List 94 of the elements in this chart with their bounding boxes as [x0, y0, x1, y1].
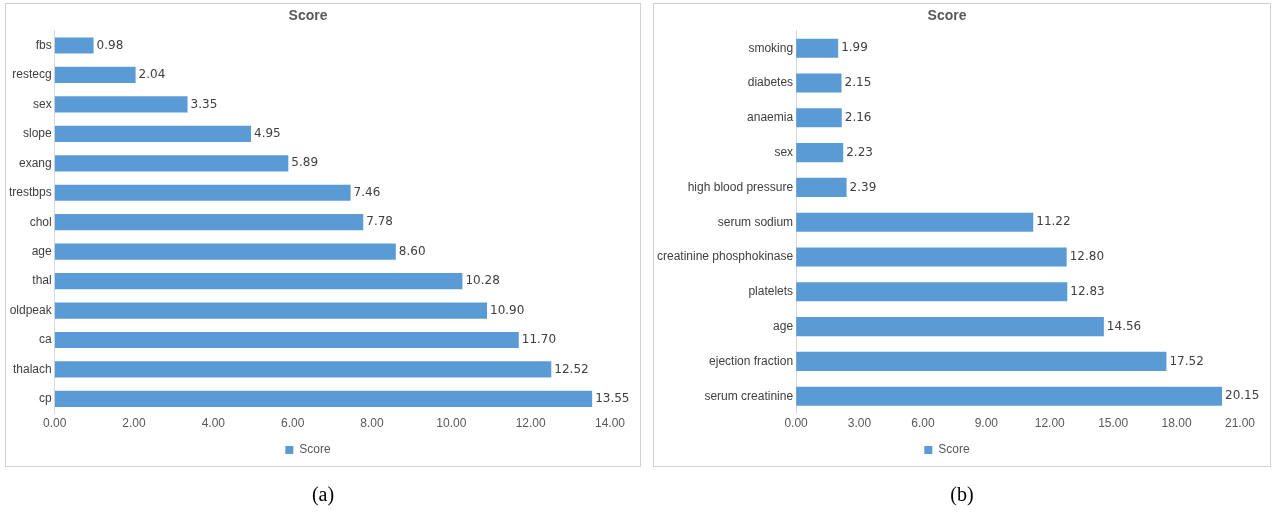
data-label: 2.23: [846, 144, 873, 159]
data-label: 10.28: [465, 273, 500, 288]
y-tick-label: restecg: [12, 67, 52, 82]
x-tick-label: 0.00: [784, 416, 809, 431]
bar: [54, 390, 593, 407]
data-label: 2.16: [844, 109, 872, 124]
text: (b): [950, 483, 974, 506]
x-tick-label: 10.00: [436, 416, 467, 431]
x-tick-label: 3.00: [847, 416, 872, 431]
bar: [54, 66, 136, 84]
y-tick-label: serum creatinine: [704, 388, 794, 403]
data-label: 13.55: [595, 391, 630, 405]
y-tick-label: thal: [32, 273, 52, 288]
bar: [54, 214, 364, 231]
data-label: 1.99: [841, 40, 868, 55]
bar: [54, 37, 94, 54]
y-tick-label: serum sodium: [717, 214, 794, 229]
x-tick-label: 8.00: [360, 416, 385, 431]
y-tick-label: fbs: [35, 37, 52, 52]
chart-title: Score: [927, 7, 967, 24]
x-tick-label: 6.00: [281, 416, 305, 431]
y-tick-label: cp: [39, 391, 52, 406]
y-tick-label: trestbps: [9, 185, 52, 200]
y-tick-label: ejection fraction: [709, 353, 794, 368]
y-tick-label: ca: [39, 332, 52, 347]
bar: [796, 386, 1223, 406]
y-tick-label: exang: [18, 155, 52, 170]
data-label: 3.35: [190, 96, 218, 111]
data-label: 0.98: [96, 37, 124, 52]
y-tick-label: platelets: [748, 284, 794, 299]
y-tick-label: age: [31, 243, 52, 258]
data-label: 2.39: [849, 179, 877, 194]
y-tick-label: oldpeak: [9, 302, 53, 317]
y-tick-label: sex: [774, 144, 794, 159]
y-tick-label: diabetes: [747, 75, 794, 90]
legend-label: Score: [299, 442, 331, 457]
bar: [54, 155, 289, 172]
x-tick-label: 9.00: [974, 416, 999, 431]
text: (a): [311, 483, 335, 506]
y-tick-label: sex: [33, 96, 52, 111]
bar: [796, 73, 842, 93]
data-label: 7.78: [366, 214, 393, 229]
legend-label: Score: [938, 442, 970, 457]
data-label: 11.70: [521, 332, 557, 347]
data-label: 12.83: [1070, 283, 1105, 298]
bar: [796, 317, 1104, 337]
data-label: 20.15: [1225, 388, 1260, 403]
x-tick-label: 0.00: [43, 416, 67, 431]
bar: [796, 282, 1068, 302]
bar: [54, 331, 519, 349]
x-tick-label: 2.00: [122, 416, 147, 431]
data-label: 10.90: [490, 302, 525, 317]
bar: [796, 212, 1034, 232]
bar: [54, 125, 252, 142]
y-tick-label: smoking: [748, 40, 794, 55]
y-tick-label: creatinine phosphokinase: [656, 249, 794, 264]
y-tick-label: high blood pressure: [687, 179, 794, 194]
bar: [796, 177, 847, 197]
data-label: 12.80: [1069, 249, 1105, 264]
bar: [796, 38, 839, 58]
bar: [54, 273, 463, 290]
data-label: 17.52: [1169, 353, 1204, 368]
bar: [796, 143, 844, 163]
x-tick-label: 4.00: [201, 416, 226, 431]
x-tick-label: 12.00: [515, 416, 547, 431]
x-tick-label: 18.00: [1161, 416, 1192, 431]
data-label: 14.56: [1106, 318, 1142, 333]
data-label: 12.52: [554, 361, 589, 376]
y-tick-label: anaemia: [747, 110, 794, 125]
y-tick-label: age: [773, 318, 794, 333]
data-label: 2.04: [138, 67, 166, 82]
bar: [796, 351, 1167, 371]
chart-title: Score: [288, 7, 328, 24]
y-tick-label: slope: [23, 126, 53, 141]
y-tick-label: chol: [29, 214, 52, 229]
bar: [54, 184, 351, 201]
bar: [54, 361, 552, 378]
data-label: 4.95: [254, 125, 281, 140]
x-tick-label: 21.00: [1224, 416, 1256, 431]
x-tick-label: 15.00: [1098, 416, 1129, 431]
bar: [796, 108, 842, 128]
data-label: 2.15: [844, 75, 872, 90]
bar: [54, 96, 188, 113]
x-tick-label: 6.00: [911, 416, 935, 431]
bar: [54, 243, 396, 260]
data-label: 7.46: [353, 184, 381, 199]
data-label: 11.22: [1036, 214, 1071, 229]
bar: [54, 302, 488, 319]
data-label: 8.60: [398, 243, 426, 258]
bar: [796, 247, 1067, 267]
x-tick-label: 12.00: [1034, 416, 1066, 431]
x-tick-label: 14.00: [594, 416, 626, 431]
y-tick-label: thalach: [12, 361, 52, 376]
data-label: 5.89: [291, 155, 319, 170]
